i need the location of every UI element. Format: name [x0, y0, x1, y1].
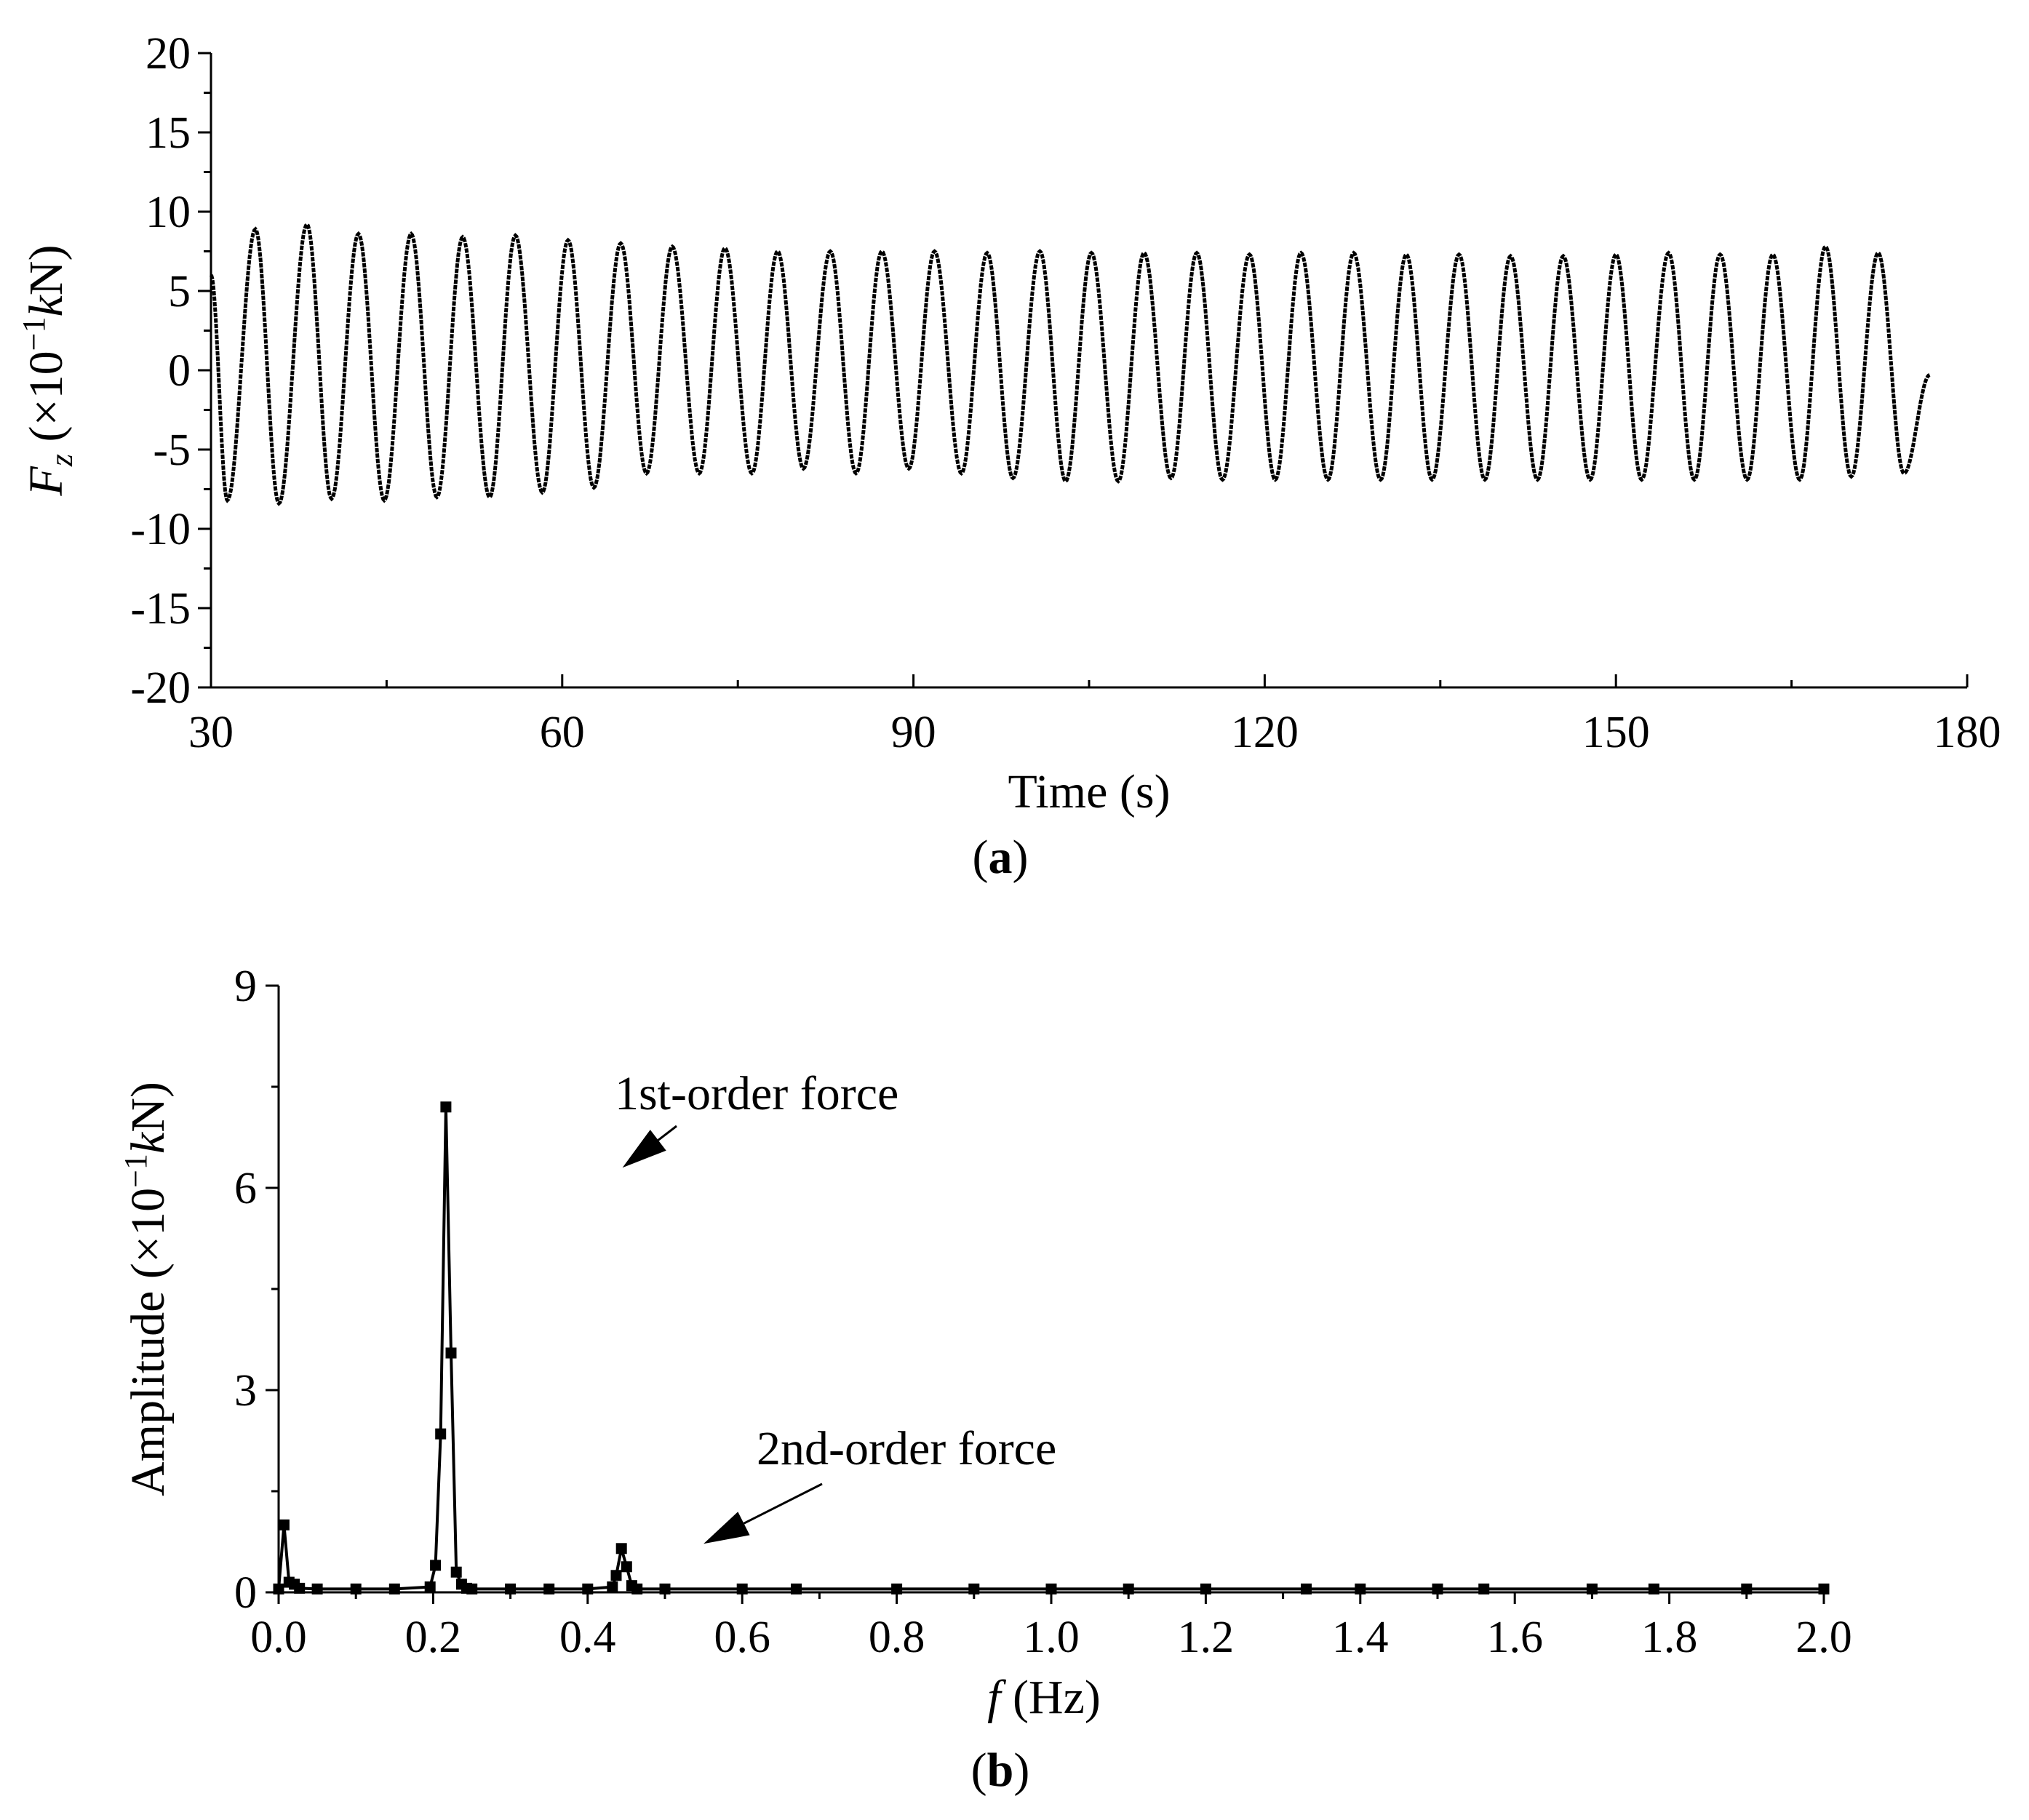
annotation-1st-order-arrow	[657, 1125, 677, 1141]
panel-a-label: (a)	[973, 831, 1029, 884]
panel-b-x-tick-label: 0.4	[559, 1613, 616, 1662]
annotation-2nd-order-arrowhead	[703, 1512, 750, 1544]
panel-b-data-point	[445, 1347, 457, 1359]
chart-panel-a: 30 60 90 120 150 180 -20 -15 -10 -5 0 5 10 15 20 Fz (×…	[16, 29, 2001, 884]
annotation-2nd-order-text: 2nd-order force	[757, 1422, 1056, 1475]
panel-b-data-point	[424, 1581, 436, 1593]
panel-a-y-tick-label: 20	[146, 29, 191, 79]
panel-a-x-tick-label: 180	[1934, 708, 2001, 757]
panel-a-y-tick-label: 10	[146, 188, 191, 237]
panel-b-data-point	[440, 1101, 452, 1113]
panel-b-data-point	[607, 1581, 618, 1593]
panel-a-x-tick-label: 60	[540, 708, 585, 757]
panel-b-y-tick-label: 3	[234, 1366, 257, 1416]
panel-a-series-line	[209, 221, 1931, 506]
panel-b-label: (b)	[971, 1744, 1030, 1797]
panel-b-data-point	[450, 1566, 462, 1578]
panel-b-series-line	[277, 1105, 1824, 1591]
panel-b-x-tick-label: 1.8	[1641, 1613, 1698, 1662]
panel-a-y-tick-label: 5	[168, 267, 191, 316]
panel-b-data-point	[615, 1543, 627, 1554]
panel-b-x-tick-label: 1.0	[1023, 1613, 1080, 1662]
panel-a-y-axis-label: Fz (×10−1kN)	[16, 245, 79, 497]
panel-b-x-tick-label: 1.6	[1486, 1613, 1543, 1662]
panel-b-y-tick-label: 9	[234, 962, 257, 1011]
panel-b-x-tick-label: 0.6	[714, 1613, 770, 1662]
annotation-2nd-order: 2nd-order force	[703, 1422, 1056, 1544]
chart-panel-b: 0.0 0.2 0.4 0.6 0.8 1.0 1.2 1.4 1.6 1.8 2.0 0 3 6 9 Am…	[118, 962, 1852, 1797]
annotation-2nd-order-arrow	[743, 1482, 823, 1525]
panel-b-x-tick-label: 1.2	[1178, 1613, 1235, 1662]
annotation-1st-order: 1st-order force	[615, 1067, 898, 1168]
panel-b-data-point	[278, 1519, 290, 1530]
panel-b-data-point	[621, 1561, 632, 1573]
panel-b-data-point	[435, 1428, 447, 1440]
panel-b-x-tick-label: 0.0	[250, 1613, 307, 1662]
panel-b-x-tick-label: 1.4	[1332, 1613, 1389, 1662]
panel-b-x-tick-label: 2.0	[1795, 1613, 1852, 1662]
annotation-1st-order-arrowhead	[622, 1130, 666, 1168]
panel-b-y-tick-label: 0	[234, 1568, 257, 1618]
panel-b-data-point	[430, 1560, 442, 1571]
panel-b-ticks-layer: 0.0 0.2 0.4 0.6 0.8 1.0 1.2 1.4 1.6 1.8 2.0 0 3 6 9	[234, 962, 1852, 1662]
panel-a-x-axis-label: Time (s)	[1008, 765, 1170, 818]
panel-a-y-tick-label: -5	[153, 426, 191, 475]
panel-a-ticks-layer: 30 60 90 120 150 180 -20 -15 -10 -5 0 5 10 15 20	[130, 29, 2001, 757]
panel-b-data-point	[294, 1582, 306, 1594]
annotation-1st-order-text: 1st-order force	[615, 1067, 898, 1120]
panel-b-y-tick-label: 6	[234, 1164, 257, 1213]
panel-a-x-tick-label: 30	[188, 708, 234, 757]
panel-b-x-tick-label: 0.2	[405, 1613, 462, 1662]
panel-b-x-axis-label: f (Hz)	[987, 1671, 1101, 1724]
panel-a-y-tick-label: -15	[130, 584, 191, 634]
panel-a-y-tick-label: 15	[146, 108, 191, 158]
panel-a-x-tick-label: 90	[891, 708, 936, 757]
panel-a-x-tick-label: 150	[1582, 708, 1650, 757]
panel-b-y-axis-label: Amplitude (×10−1kN)	[118, 1082, 175, 1496]
panel-a-x-tick-label: 120	[1231, 708, 1299, 757]
panel-a-series-layer	[209, 221, 1931, 506]
panel-b-data-point	[610, 1570, 622, 1581]
panel-b-x-tick-label: 0.8	[869, 1613, 925, 1662]
panel-a-y-tick-label: -10	[130, 505, 191, 554]
panel-a-y-tick-label: -20	[130, 663, 191, 713]
panel-a-y-tick-label: 0	[168, 346, 191, 396]
